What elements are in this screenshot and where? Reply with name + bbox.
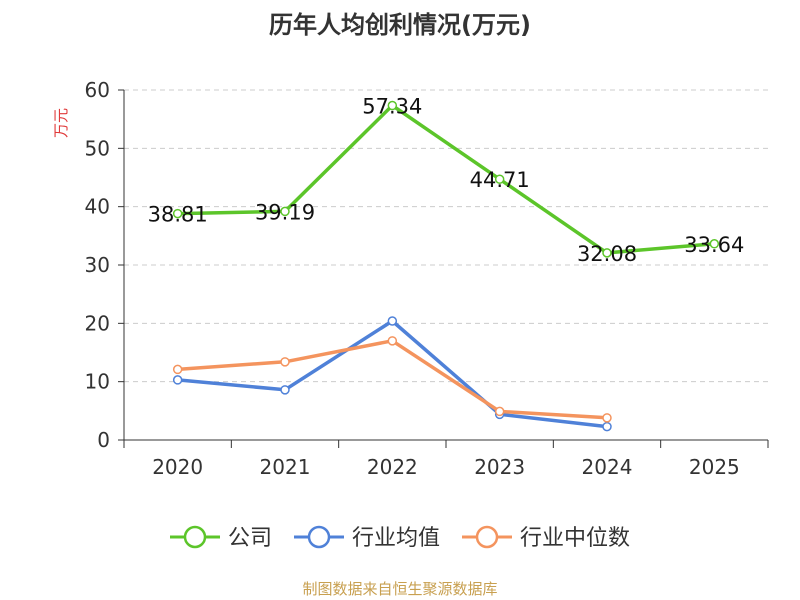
y-tick-label: 50 xyxy=(85,136,110,160)
data-point xyxy=(387,100,398,111)
data-point xyxy=(709,239,720,249)
data-point xyxy=(172,375,183,385)
axes: 0 10 20 30 40 50 60 2020 2021 2022 2023 2024 2025 xyxy=(85,78,769,479)
legend-label: 行业中位数 xyxy=(520,526,630,551)
data-point xyxy=(280,206,290,217)
legend-circle-icon xyxy=(475,525,499,549)
data-point xyxy=(494,406,505,417)
chart-title: 历年人均创利情况(万元) xyxy=(269,11,531,39)
data-labels: 38.81 39.19 57.34 44.71 32.08 33.64 xyxy=(148,95,745,266)
series-line-0 xyxy=(175,103,717,255)
data-point xyxy=(280,357,290,367)
series-line-2 xyxy=(175,339,609,420)
data-label: 32.08 xyxy=(577,242,637,266)
y-tick-label: 60 xyxy=(85,78,110,102)
data-label: 33.64 xyxy=(684,233,744,257)
y-tick-label: 0 xyxy=(97,428,110,452)
data-point xyxy=(602,248,612,258)
data-point xyxy=(494,174,505,184)
x-tick-label: 2025 xyxy=(689,455,740,479)
data-point xyxy=(172,208,183,219)
x-tick-label: 2020 xyxy=(152,455,203,479)
legend-label: 公司 xyxy=(228,526,272,551)
data-point xyxy=(280,385,290,395)
y-axis-label: 万元 xyxy=(52,108,70,138)
data-point xyxy=(602,413,612,423)
y-tick-label: 20 xyxy=(85,311,110,335)
y-tick-label: 40 xyxy=(85,195,110,219)
source-note: 制图数据来自恒生聚源数据库 xyxy=(302,580,497,598)
data-label: 39.19 xyxy=(255,200,315,224)
x-tick-label: 2023 xyxy=(474,455,525,479)
y-tick-label: 10 xyxy=(85,370,110,394)
legend: 公司 行业均值 行业中位数 xyxy=(170,525,630,551)
y-tick-label: 30 xyxy=(85,253,110,277)
legend-circle-icon xyxy=(183,525,207,549)
data-label: 38.81 xyxy=(148,203,208,227)
legend-circle-icon xyxy=(307,525,331,549)
series-lines xyxy=(172,100,720,432)
x-tick-label: 2021 xyxy=(260,455,311,479)
data-point xyxy=(602,421,612,432)
legend-label: 行业均值 xyxy=(352,526,440,551)
data-point xyxy=(172,364,183,375)
data-label: 57.34 xyxy=(362,95,422,119)
data-point xyxy=(387,336,398,346)
x-tick-label: 2022 xyxy=(367,455,418,479)
data-label: 44.71 xyxy=(470,168,530,192)
data-point xyxy=(387,316,398,326)
x-tick-label: 2024 xyxy=(582,455,633,479)
grid-lines xyxy=(124,89,768,383)
